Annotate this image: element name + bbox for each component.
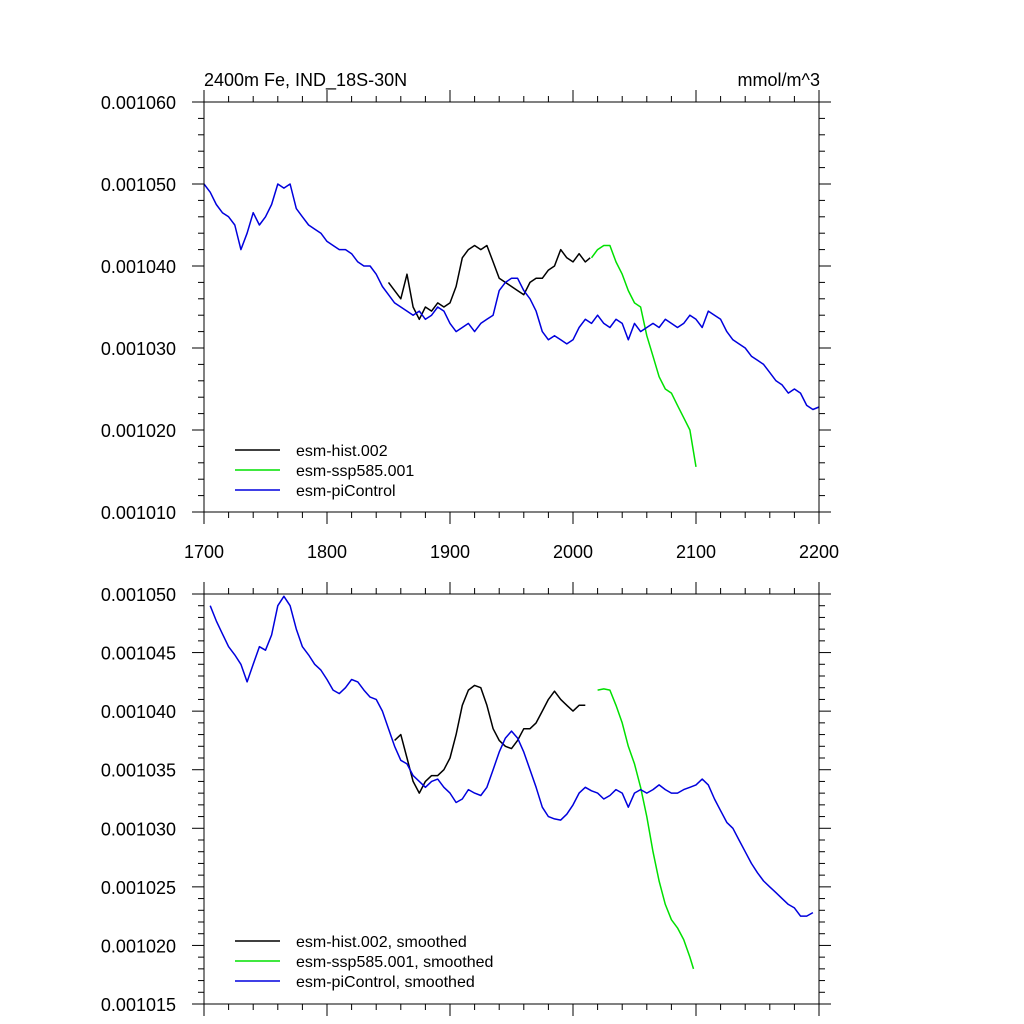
xtick-label: 1800 <box>307 542 347 562</box>
series-line-hist <box>394 684 586 794</box>
series-line-pi <box>203 183 820 411</box>
bottom-plot-frame <box>203 593 820 1005</box>
bottom-legend-label-pi: esm-piControl, smoothed <box>296 974 475 991</box>
top-legend: esm-hist.002 esm-ssp585.001 esm-piContro… <box>235 443 414 500</box>
ytick-label: 0.001040 <box>101 257 176 277</box>
ytick-label: 0.001020 <box>101 936 176 956</box>
xtick-label: 2000 <box>553 542 593 562</box>
bottom-legend-label-ssp: esm-ssp585.001, smoothed <box>296 954 493 971</box>
xtick-label: 1700 <box>184 542 224 562</box>
series-line-ssp <box>590 244 697 468</box>
ytick-label: 0.001050 <box>101 585 176 605</box>
top-legend-label-pi: esm-piControl <box>296 483 396 500</box>
top-units: mmol/m^3 <box>738 70 820 90</box>
series-line-ssp <box>597 688 695 970</box>
top-legend-label-ssp: esm-ssp585.001 <box>296 463 414 480</box>
top-legend-label-hist: esm-hist.002 <box>296 443 388 460</box>
ytick-label: 0.001060 <box>101 93 176 113</box>
top-ticks: 0.001010 0.001020 0.001030 0.001040 0.001050… <box>101 90 839 562</box>
ytick-label: 0.001025 <box>101 878 176 898</box>
ytick-label: 0.001030 <box>101 339 176 359</box>
ytick-label: 0.001020 <box>101 421 176 441</box>
xtick-label: 2100 <box>676 542 716 562</box>
series-line-hist <box>387 244 591 321</box>
top-title: 2400m Fe, IND_18S-30N <box>204 70 407 91</box>
ytick-label: 0.001040 <box>101 702 176 722</box>
top-plot-frame <box>203 101 820 513</box>
top-panel: 2400m Fe, IND_18S-30N mmol/m^3 0.0010100… <box>101 70 839 562</box>
bottom-ticks: 0.001015 0.001020 0.001025 0.001030 0.001035… <box>101 582 831 1016</box>
xtick-label: 2200 <box>799 542 839 562</box>
ytick-label: 0.001045 <box>101 644 176 664</box>
xtick-label: 1900 <box>430 542 470 562</box>
ytick-label: 0.001030 <box>101 819 176 839</box>
series-line-pi <box>209 595 814 917</box>
bottom-legend: esm-hist.002, smoothed esm-ssp585.001, s… <box>235 934 493 991</box>
top-series <box>203 183 820 468</box>
ytick-label: 0.001035 <box>101 761 176 781</box>
ytick-label: 0.001050 <box>101 175 176 195</box>
ytick-label: 0.001015 <box>101 995 176 1015</box>
bottom-series <box>209 595 814 970</box>
ytick-label: 0.001010 <box>101 503 176 523</box>
bottom-legend-label-hist: esm-hist.002, smoothed <box>296 934 467 951</box>
bottom-panel: 0.001015 0.001020 0.001025 0.001030 0.001035… <box>101 582 831 1016</box>
